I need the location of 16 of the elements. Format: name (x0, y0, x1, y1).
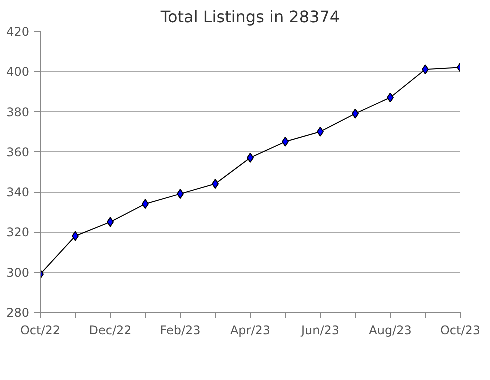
x-tick-label: Oct/22 (20, 324, 61, 338)
y-tick-label: 400 (6, 65, 30, 80)
y-tick-label: 280 (6, 306, 30, 320)
x-tick-label: Aug/23 (369, 324, 412, 338)
y-tick-label: 360 (6, 145, 30, 160)
y-tick-label: 340 (6, 186, 30, 200)
chart-title: Total Listings in 28374 (160, 8, 340, 26)
y-tick-label: 320 (6, 226, 30, 240)
x-tick-label: Dec/22 (89, 324, 132, 338)
y-tick-label: 300 (6, 266, 30, 280)
y-tick-label: 380 (6, 105, 30, 120)
x-tick-label: Jun/23 (300, 324, 340, 338)
x-tick-label: Apr/23 (230, 324, 271, 338)
x-tick-label: Oct/23 (440, 324, 481, 338)
x-tick-label: Feb/23 (160, 324, 201, 338)
y-tick-label: 420 (6, 25, 30, 39)
